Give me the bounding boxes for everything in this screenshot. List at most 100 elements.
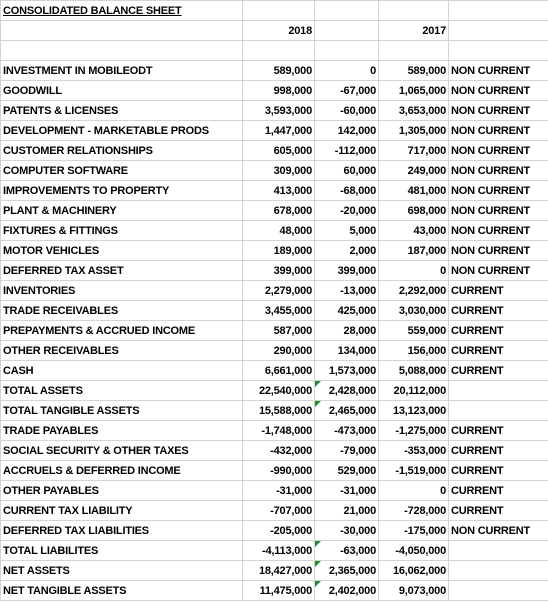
change-value[interactable]: 1,573,000	[314, 360, 379, 381]
value-2018[interactable]: 11,475,000	[242, 580, 315, 601]
change-value[interactable]: -20,000	[314, 200, 379, 221]
row-label[interactable]: TOTAL TANGIBLE ASSETS	[0, 400, 243, 421]
value-2017[interactable]: -728,000	[378, 500, 449, 521]
change-value[interactable]: 2,365,000	[314, 560, 379, 581]
classification[interactable]: NON CURRENT	[448, 120, 548, 141]
row-label[interactable]: TRADE RECEIVABLES	[0, 300, 243, 321]
row-label[interactable]: ACCRUELS & DEFERRED INCOME	[0, 460, 243, 481]
empty-cell[interactable]	[378, 0, 449, 21]
value-2018[interactable]: 399,000	[242, 260, 315, 281]
classification[interactable]: NON CURRENT	[448, 80, 548, 101]
value-2018[interactable]: 309,000	[242, 160, 315, 181]
empty-cell[interactable]	[314, 20, 379, 41]
value-2018[interactable]: 6,661,000	[242, 360, 315, 381]
row-label[interactable]: DEFERRED TAX LIABILITIES	[0, 520, 243, 541]
value-2017[interactable]: -4,050,000	[378, 540, 449, 561]
classification[interactable]: NON CURRENT	[448, 60, 548, 81]
value-2017[interactable]: -1,519,000	[378, 460, 449, 481]
empty-cell[interactable]	[0, 20, 243, 41]
header-2018[interactable]: 2018	[242, 20, 315, 41]
row-label[interactable]: TOTAL LIABILITES	[0, 540, 243, 561]
change-value[interactable]: 60,000	[314, 160, 379, 181]
classification[interactable]	[448, 540, 548, 561]
value-2018[interactable]: 22,540,000	[242, 380, 315, 401]
classification[interactable]: CURRENT	[448, 420, 548, 441]
value-2017[interactable]: 481,000	[378, 180, 449, 201]
change-value[interactable]: 5,000	[314, 220, 379, 241]
value-2018[interactable]: -205,000	[242, 520, 315, 541]
change-value[interactable]: 134,000	[314, 340, 379, 361]
value-2018[interactable]: 678,000	[242, 200, 315, 221]
value-2017[interactable]: 16,062,000	[378, 560, 449, 581]
value-2018[interactable]: 589,000	[242, 60, 315, 81]
value-2017[interactable]: 698,000	[378, 200, 449, 221]
change-value[interactable]: 21,000	[314, 500, 379, 521]
row-label[interactable]: TRADE PAYABLES	[0, 420, 243, 441]
change-value[interactable]: -30,000	[314, 520, 379, 541]
change-value[interactable]: 2,000	[314, 240, 379, 261]
change-value[interactable]: 529,000	[314, 460, 379, 481]
value-2017[interactable]: 5,088,000	[378, 360, 449, 381]
change-value[interactable]: 2,402,000	[314, 580, 379, 601]
empty-cell[interactable]	[0, 40, 243, 61]
value-2018[interactable]: -707,000	[242, 500, 315, 521]
classification[interactable]: CURRENT	[448, 480, 548, 501]
value-2018[interactable]: 998,000	[242, 80, 315, 101]
change-value[interactable]: -67,000	[314, 80, 379, 101]
value-2017[interactable]: 1,065,000	[378, 80, 449, 101]
value-2017[interactable]: 3,653,000	[378, 100, 449, 121]
classification[interactable]: CURRENT	[448, 320, 548, 341]
row-label[interactable]: CURRENT TAX LIABILITY	[0, 500, 243, 521]
classification[interactable]: NON CURRENT	[448, 100, 548, 121]
row-label[interactable]: SOCIAL SECURITY & OTHER TAXES	[0, 440, 243, 461]
row-label[interactable]: COMPUTER SOFTWARE	[0, 160, 243, 181]
value-2018[interactable]: 1,447,000	[242, 120, 315, 141]
empty-cell[interactable]	[448, 0, 548, 21]
value-2018[interactable]: -1,748,000	[242, 420, 315, 441]
row-label[interactable]: NET ASSETS	[0, 560, 243, 581]
value-2018[interactable]: 15,588,000	[242, 400, 315, 421]
value-2018[interactable]: 413,000	[242, 180, 315, 201]
row-label[interactable]: OTHER RECEIVABLES	[0, 340, 243, 361]
classification[interactable]	[448, 580, 548, 601]
value-2017[interactable]: 589,000	[378, 60, 449, 81]
value-2017[interactable]: 13,123,000	[378, 400, 449, 421]
value-2018[interactable]: 48,000	[242, 220, 315, 241]
change-value[interactable]: 28,000	[314, 320, 379, 341]
row-label[interactable]: PATENTS & LICENSES	[0, 100, 243, 121]
row-label[interactable]: IMPROVEMENTS TO PROPERTY	[0, 180, 243, 201]
value-2017[interactable]: 559,000	[378, 320, 449, 341]
row-label[interactable]: NET TANGIBLE ASSETS	[0, 580, 243, 601]
row-label[interactable]: CUSTOMER RELATIONSHIPS	[0, 140, 243, 161]
empty-cell[interactable]	[242, 40, 315, 61]
row-label[interactable]: INVENTORIES	[0, 280, 243, 301]
classification[interactable]: NON CURRENT	[448, 140, 548, 161]
value-2017[interactable]: 187,000	[378, 240, 449, 261]
value-2018[interactable]: 189,000	[242, 240, 315, 261]
change-value[interactable]: -13,000	[314, 280, 379, 301]
change-value[interactable]: -68,000	[314, 180, 379, 201]
classification[interactable]: NON CURRENT	[448, 200, 548, 221]
value-2017[interactable]: 9,073,000	[378, 580, 449, 601]
change-value[interactable]: -63,000	[314, 540, 379, 561]
value-2018[interactable]: -4,113,000	[242, 540, 315, 561]
value-2017[interactable]: 249,000	[378, 160, 449, 181]
row-label[interactable]: DEFERRED TAX ASSET	[0, 260, 243, 281]
value-2018[interactable]: 3,593,000	[242, 100, 315, 121]
classification[interactable]: NON CURRENT	[448, 180, 548, 201]
empty-cell[interactable]	[448, 20, 548, 41]
classification[interactable]: NON CURRENT	[448, 160, 548, 181]
value-2017[interactable]: 156,000	[378, 340, 449, 361]
change-value[interactable]: 425,000	[314, 300, 379, 321]
change-value[interactable]: -60,000	[314, 100, 379, 121]
classification[interactable]: NON CURRENT	[448, 520, 548, 541]
change-value[interactable]: 0	[314, 60, 379, 81]
header-2017[interactable]: 2017	[378, 20, 449, 41]
value-2017[interactable]: 0	[378, 260, 449, 281]
classification[interactable]: CURRENT	[448, 460, 548, 481]
empty-cell[interactable]	[314, 0, 379, 21]
classification[interactable]: CURRENT	[448, 340, 548, 361]
classification[interactable]: NON CURRENT	[448, 240, 548, 261]
value-2017[interactable]: 0	[378, 480, 449, 501]
row-label[interactable]: CASH	[0, 360, 243, 381]
